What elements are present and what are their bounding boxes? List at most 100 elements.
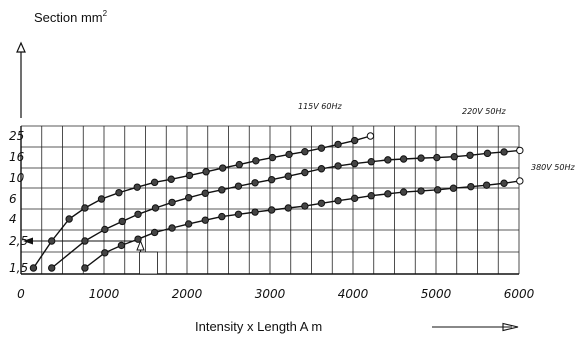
- data-point: [167, 175, 175, 183]
- data-point: [285, 150, 293, 159]
- y-tick-label: 10: [9, 171, 25, 185]
- data-point: [150, 228, 159, 237]
- data-point: [202, 168, 210, 176]
- data-point: [268, 153, 277, 162]
- data-point: [184, 220, 193, 228]
- data-point: [417, 154, 425, 162]
- data-point: [134, 235, 142, 243]
- y-tick-label: 25: [9, 129, 24, 143]
- data-point: [367, 158, 375, 166]
- y-tick-label: 16: [9, 150, 25, 164]
- data-point: [334, 196, 342, 205]
- y-axis-arrow: [16, 41, 26, 118]
- x-tick-label: 5000: [421, 287, 452, 301]
- x-tick-label: 4000: [338, 287, 369, 301]
- data-point: [201, 189, 209, 197]
- data-point: [516, 146, 524, 155]
- data-point: [267, 175, 276, 184]
- data-point: [350, 159, 359, 168]
- series-group: [29, 132, 524, 272]
- data-point: [48, 237, 56, 245]
- data-point: [284, 204, 292, 212]
- x-axis-title: Intensity x Length A m: [195, 319, 322, 334]
- data-point: [185, 171, 194, 180]
- data-point: [134, 210, 142, 218]
- data-point: [483, 149, 492, 158]
- data-point: [168, 224, 176, 232]
- data-point: [150, 178, 159, 187]
- data-point: [399, 188, 408, 196]
- data-point: [350, 194, 359, 203]
- read-off-arrows: [23, 237, 158, 275]
- data-point: [101, 225, 109, 234]
- series-line: [51, 149, 520, 269]
- data-point: [516, 177, 524, 185]
- data-point: [235, 160, 243, 169]
- data-point: [81, 264, 89, 272]
- data-point: [301, 148, 309, 156]
- y-tick-label: 4: [9, 212, 17, 226]
- data-point: [301, 168, 309, 177]
- data-point: [350, 136, 359, 145]
- data-point: [252, 157, 260, 165]
- data-point: [118, 217, 126, 226]
- data-point: [168, 198, 176, 207]
- data-point: [317, 144, 326, 152]
- data-point: [449, 184, 458, 192]
- data-point: [267, 206, 276, 214]
- data-point: [384, 156, 392, 164]
- data-point: [466, 151, 474, 159]
- data-point: [317, 165, 326, 173]
- data-point: [500, 179, 508, 187]
- data-point: [117, 241, 126, 250]
- y-tick-labels: 25 16 10 6 4 2,5 1,5: [9, 129, 28, 275]
- x-tick-label: 0: [17, 287, 25, 301]
- x-axis-arrow: [432, 322, 519, 332]
- read-off-arrowhead-h: [23, 237, 33, 245]
- data-point: [284, 172, 292, 180]
- data-point: [450, 153, 458, 161]
- data-point: [65, 215, 73, 223]
- series-labels: 115V 60Hz 220V 50Hz 380V 50Hz: [298, 102, 575, 172]
- data-point: [334, 140, 342, 149]
- x-tick-label: 6000: [504, 287, 535, 301]
- data-point: [317, 199, 326, 207]
- x-tick-label: 1000: [89, 287, 120, 301]
- data-point: [218, 186, 226, 194]
- data-point: [218, 164, 227, 172]
- data-point: [234, 210, 243, 218]
- series-label: 220V 50Hz: [462, 107, 506, 116]
- x-tick-labels: 0 1000 2000 3000 4000 5000 6000: [17, 287, 534, 301]
- series-label: 380V 50Hz: [531, 163, 575, 172]
- series-label: 115V 60Hz: [298, 102, 342, 111]
- y-tick-label: 1,5: [9, 261, 28, 275]
- data-point: [334, 162, 342, 170]
- y-axis-title-sup: 2: [103, 9, 108, 18]
- data-point: [81, 204, 89, 212]
- data-point: [251, 179, 259, 187]
- data-point: [433, 186, 442, 194]
- data-point: [184, 193, 193, 202]
- data-point: [201, 216, 209, 224]
- data-point: [97, 195, 106, 203]
- data-point: [367, 192, 375, 200]
- y-tick-label: 6: [9, 192, 17, 206]
- y-axis-title: Section mm2: [34, 9, 108, 25]
- data-point: [48, 264, 56, 272]
- data-point: [500, 148, 508, 156]
- data-point: [151, 204, 160, 212]
- data-point: [29, 264, 38, 272]
- data-point: [133, 183, 141, 191]
- data-point: [301, 202, 309, 210]
- data-point: [399, 155, 408, 163]
- data-point: [467, 182, 475, 191]
- data-point: [417, 187, 425, 195]
- data-point: [482, 181, 491, 189]
- data-point: [234, 182, 243, 190]
- data-point: [115, 188, 123, 197]
- data-point: [218, 212, 226, 221]
- chart-grid: [20, 125, 520, 275]
- data-point: [384, 190, 392, 198]
- y-tick-label: 2,5: [9, 234, 28, 248]
